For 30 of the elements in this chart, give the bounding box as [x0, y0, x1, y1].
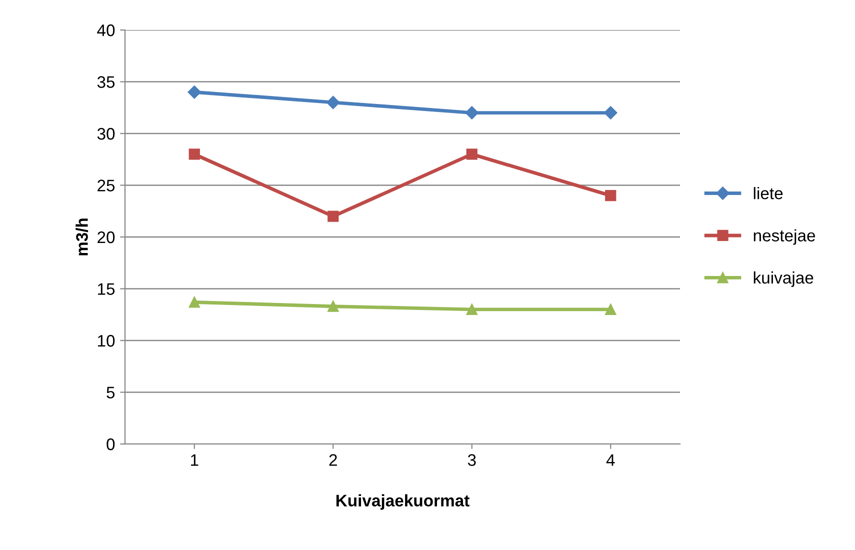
y-tick-label: 35	[97, 76, 115, 88]
y-tick-label: 40	[97, 24, 115, 36]
point	[605, 304, 616, 316]
y-tick-label: 20	[98, 231, 115, 244]
point	[605, 190, 616, 202]
point	[326, 96, 340, 110]
y-tick-label: 30	[97, 128, 115, 140]
y-tick-label: 5	[106, 386, 115, 398]
x-tick-label: 1	[191, 454, 198, 466]
x-tick-label: 2	[329, 454, 337, 466]
y-tick-label: 10	[98, 334, 115, 347]
y-tick-label: 15	[98, 283, 115, 295]
point	[465, 106, 478, 120]
point	[466, 148, 478, 160]
legend-label: nestejae	[754, 229, 816, 245]
point	[188, 296, 200, 308]
x-axis-title: Kuivajaekuormat	[336, 494, 470, 510]
point	[188, 86, 201, 99]
point	[328, 300, 339, 312]
y-axis-title: m3/h	[76, 218, 88, 256]
point	[604, 106, 618, 120]
legend-label: kuivajae	[754, 271, 814, 287]
x-tick-label: 3	[468, 454, 476, 466]
y-tick-label: 0	[106, 438, 115, 450]
y-tick-label: 25	[98, 180, 115, 192]
x-tick-label: 4	[606, 454, 615, 466]
point	[188, 148, 200, 160]
point	[466, 304, 478, 316]
point	[328, 210, 339, 222]
legend-label: liete	[754, 187, 783, 200]
